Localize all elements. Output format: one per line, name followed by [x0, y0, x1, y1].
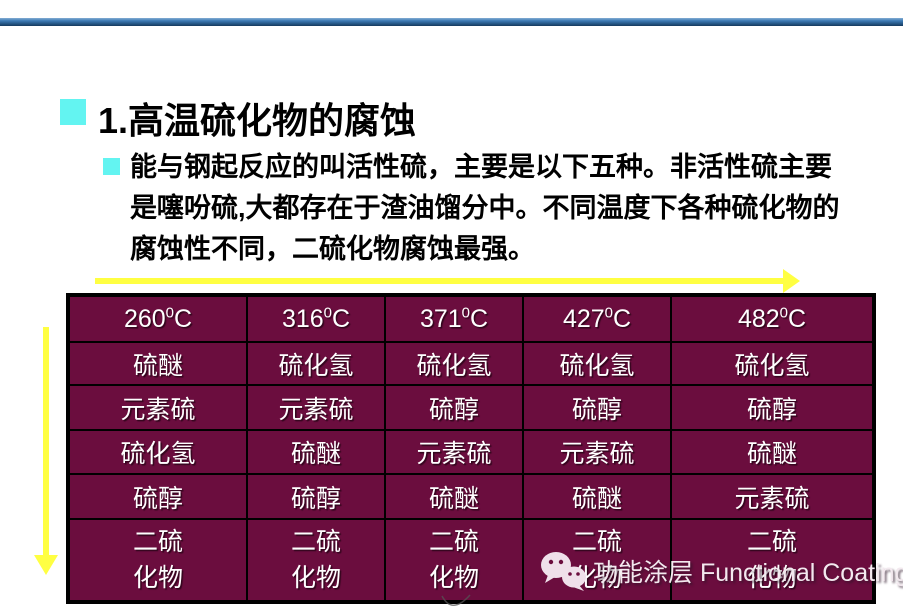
table-cell: 元素硫	[246, 384, 386, 431]
temp-header-cell: 4270C	[522, 294, 672, 343]
body-bullet-square	[103, 158, 120, 175]
table-row: 硫醚 硫化氢 硫化氢 硫化氢 硫化氢	[67, 341, 875, 386]
page-title: 1.高温硫化物的腐蚀	[98, 100, 417, 141]
table-cell: 硫醚	[67, 341, 248, 386]
sulfide-corrosivity-table: 2600C 3160C 3710C 4270C 4820C 硫醚 硫化氢 硫化氢…	[66, 293, 876, 604]
body-paragraph: 能与钢起反应的叫活性硫，主要是以下五种。非活性硫主要 是噻吩硫,大都存在于渣油馏…	[130, 147, 882, 270]
table-cell: 二硫 化物	[246, 518, 386, 603]
table-cell: 硫化氢	[522, 341, 672, 386]
table-cell: 硫化氢	[67, 429, 248, 475]
table-cell: 硫醚	[522, 473, 672, 520]
corrosivity-order-arrow-head	[34, 555, 58, 575]
table-cell: 硫醇	[384, 384, 524, 431]
table-row: 硫化氢 硫醚 元素硫 元素硫 硫醚	[67, 429, 875, 475]
temperature-increase-arrow	[95, 278, 783, 284]
body-line: 是噻吩硫,大都存在于渣油馏分中。不同温度下各种硫化物的	[130, 193, 840, 223]
corrosivity-order-arrow	[43, 327, 49, 557]
table-cell: 硫醚	[246, 429, 386, 475]
table-cell: 硫化氢	[384, 341, 524, 386]
table-cell: 二硫 化物	[384, 518, 524, 603]
table-cell: 硫醇	[670, 384, 875, 431]
table-cell: 二硫 化物	[67, 518, 248, 603]
table-cell: 元素硫	[670, 473, 875, 520]
title-row: 1.高温硫化物的腐蚀	[60, 92, 416, 144]
table-header-row: 2600C 3160C 3710C 4270C 4820C	[67, 294, 875, 343]
header-divider-line	[0, 18, 903, 26]
table-cell: 硫化氢	[670, 341, 875, 386]
temp-header-cell: 4820C	[670, 294, 875, 343]
table-cell: 硫醇	[67, 473, 248, 520]
table-cell: 元素硫	[67, 384, 248, 431]
table-cell: 元素硫	[522, 429, 672, 475]
body-line: 腐蚀性不同，二硫化物腐蚀最强。	[130, 234, 535, 264]
table-row: 硫醇 硫醇 硫醚 硫醚 元素硫	[67, 473, 875, 520]
table-cell: 硫醇	[522, 384, 672, 431]
temp-header-cell: 3160C	[246, 294, 386, 343]
title-bullet-square	[60, 99, 86, 125]
watermark: 功能涂层 Functional Coating	[540, 550, 903, 592]
temp-header-cell: 3710C	[384, 294, 524, 343]
stray-pen-mark	[441, 594, 471, 606]
table-row: 元素硫 元素硫 硫醇 硫醇 硫醇	[67, 384, 875, 431]
table-cell: 二硫 化物	[670, 518, 875, 603]
table-cell: 硫醚	[670, 429, 875, 475]
table-cell: 硫醚	[384, 473, 524, 520]
body-line: 能与钢起反应的叫活性硫，主要是以下五种。非活性硫主要	[130, 152, 832, 182]
watermark-label: 功能涂层 Functional Coating	[593, 559, 903, 587]
table-row: 二硫 化物 二硫 化物 二硫 化物 二硫 化物 二硫 化物	[67, 518, 875, 603]
temp-header-cell: 2600C	[67, 294, 248, 343]
wechat-icon	[541, 552, 586, 591]
table-cell: 元素硫	[384, 429, 524, 475]
table-cell: 硫化氢	[246, 341, 386, 386]
temperature-increase-arrow-head	[783, 269, 800, 293]
table-cell: 硫醇	[246, 473, 386, 520]
